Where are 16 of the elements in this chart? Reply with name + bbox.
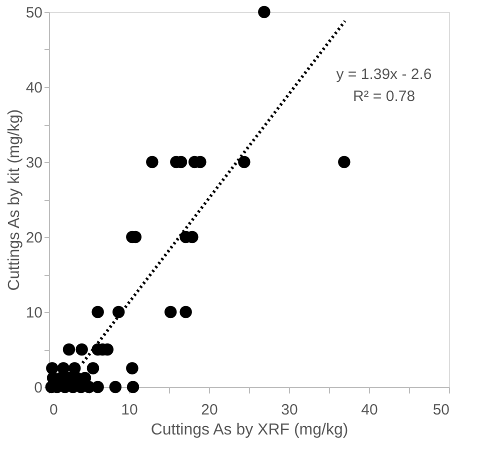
y-tick-label: 10 (26, 304, 42, 322)
y-tick-label: 30 (26, 154, 42, 172)
annotation: R² = 0.78 (352, 88, 416, 105)
y-tick-label: 40 (26, 80, 42, 96)
x-tick-label: 50 (432, 402, 450, 418)
x-tick-label: 10 (121, 402, 138, 418)
annotation: y = 1.39x - 2.6 (336, 66, 432, 83)
y-tick-label: 50 (26, 4, 42, 22)
x-tick-label: 40 (361, 402, 378, 418)
x-tick-label: 20 (201, 402, 218, 418)
y-axis-title: Cuttings As by kit (mg/kg) (6, 109, 23, 291)
x-tick-label: 0 (50, 402, 58, 418)
x-axis-title: Cuttings As by XRF (mg/kg) (150, 422, 348, 438)
x-tick-label: 30 (281, 402, 298, 418)
y-tick-label: 0 (34, 380, 42, 396)
y-tick-label: 20 (26, 230, 42, 246)
